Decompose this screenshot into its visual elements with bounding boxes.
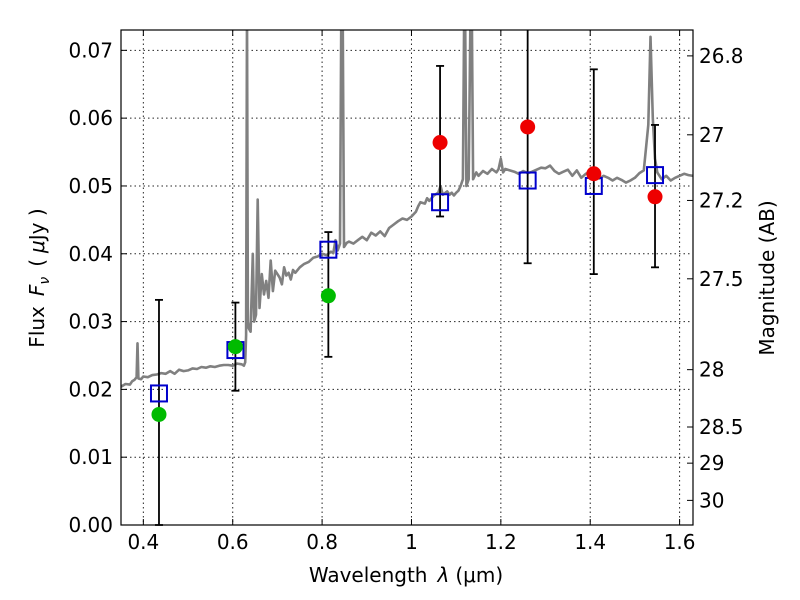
observed-flux-point: [227, 339, 243, 355]
y-tick-label: 0.01: [68, 445, 113, 469]
model-squares: [149, 166, 665, 403]
grid-lines: [121, 30, 693, 525]
x-tick-label: 0.4: [127, 530, 159, 554]
observed-flux-point: [151, 406, 167, 422]
magnitude-tick-label: 30: [699, 488, 724, 512]
model-spectrum-line: [121, 30, 693, 388]
x-tick-label: 1.2: [485, 530, 517, 554]
observed-flux-point: [320, 288, 336, 304]
observed-flux-point: [586, 166, 602, 182]
y-tick-label: 0.04: [68, 242, 113, 266]
magnitude-tick-label: 29: [699, 451, 724, 475]
magnitude-tick-label: 28: [699, 358, 724, 382]
error-bars: [154, 30, 660, 526]
x-tick-label: 0.6: [217, 530, 249, 554]
model-flux-square: [149, 384, 168, 403]
magnitude-tick-label: 27.2: [699, 188, 744, 212]
y-axis-ticks: 0.00 0.01 0.02 0.03 0.04 0.05 0.06 0.07: [68, 38, 127, 537]
magnitude-tick-label: 27.5: [699, 267, 744, 291]
magnitude-tick-label: 28.5: [699, 415, 744, 439]
x-tick-label: 1.4: [574, 530, 606, 554]
x-tick-label: 1: [405, 530, 418, 554]
model-flux-square: [319, 240, 338, 259]
y-tick-label: 0.05: [68, 174, 113, 198]
y-axis-label: FluxFν(μJy ): [25, 208, 53, 347]
plot-frame: [120, 29, 694, 526]
y-tick-label: 0.02: [68, 377, 113, 401]
y-tick-label: 0.06: [68, 106, 113, 130]
model-flux-square: [518, 171, 537, 190]
x-axis-ticks: 0.4 0.6 0.8 1 1.2 1.4 1.6: [127, 30, 696, 554]
magnitude-tick-label: 27: [699, 123, 724, 147]
observed-flux-point: [432, 135, 448, 151]
magnitude-axis-ticks: 26.8 27 27.2 27.5 28 28.5 29 30: [687, 44, 744, 512]
spectrum-layer: [121, 30, 693, 388]
observed-flux-point: [647, 189, 663, 205]
y2-axis-label: Magnitude (AB): [755, 200, 779, 355]
x-axis-label: Wavelength λ (μm): [309, 563, 503, 587]
y-tick-label: 0.07: [68, 38, 113, 62]
magnitude-tick-label: 26.8: [699, 44, 744, 68]
y-tick-label: 0.00: [68, 513, 113, 537]
model-flux-square: [431, 193, 450, 212]
x-tick-label: 1.6: [664, 530, 696, 554]
data-points: [151, 119, 663, 422]
model-flux-square: [646, 166, 665, 185]
x-tick-label: 0.8: [306, 530, 338, 554]
observed-flux-point: [520, 119, 536, 135]
y-tick-label: 0.03: [68, 310, 113, 334]
